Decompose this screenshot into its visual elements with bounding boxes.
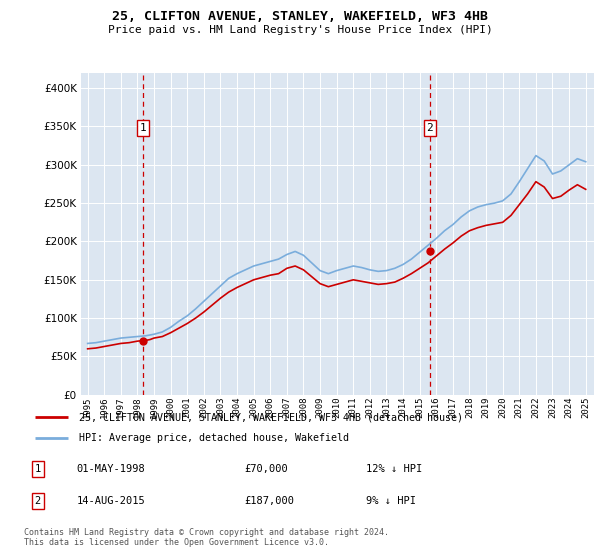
Text: 01-MAY-1998: 01-MAY-1998 [76, 464, 145, 474]
Text: 9% ↓ HPI: 9% ↓ HPI [366, 496, 416, 506]
Text: £70,000: £70,000 [245, 464, 289, 474]
Text: Contains HM Land Registry data © Crown copyright and database right 2024.
This d: Contains HM Land Registry data © Crown c… [24, 528, 389, 547]
Text: HPI: Average price, detached house, Wakefield: HPI: Average price, detached house, Wake… [79, 433, 349, 444]
Text: 2: 2 [427, 123, 433, 133]
Text: 25, CLIFTON AVENUE, STANLEY, WAKEFIELD, WF3 4HB: 25, CLIFTON AVENUE, STANLEY, WAKEFIELD, … [112, 10, 488, 22]
Text: 2: 2 [35, 496, 41, 506]
Text: 12% ↓ HPI: 12% ↓ HPI [366, 464, 422, 474]
Text: 1: 1 [35, 464, 41, 474]
Text: Price paid vs. HM Land Registry's House Price Index (HPI): Price paid vs. HM Land Registry's House … [107, 25, 493, 35]
Text: 1: 1 [140, 123, 146, 133]
Text: £187,000: £187,000 [245, 496, 295, 506]
Text: 14-AUG-2015: 14-AUG-2015 [76, 496, 145, 506]
Text: 25, CLIFTON AVENUE, STANLEY, WAKEFIELD, WF3 4HB (detached house): 25, CLIFTON AVENUE, STANLEY, WAKEFIELD, … [79, 412, 463, 422]
